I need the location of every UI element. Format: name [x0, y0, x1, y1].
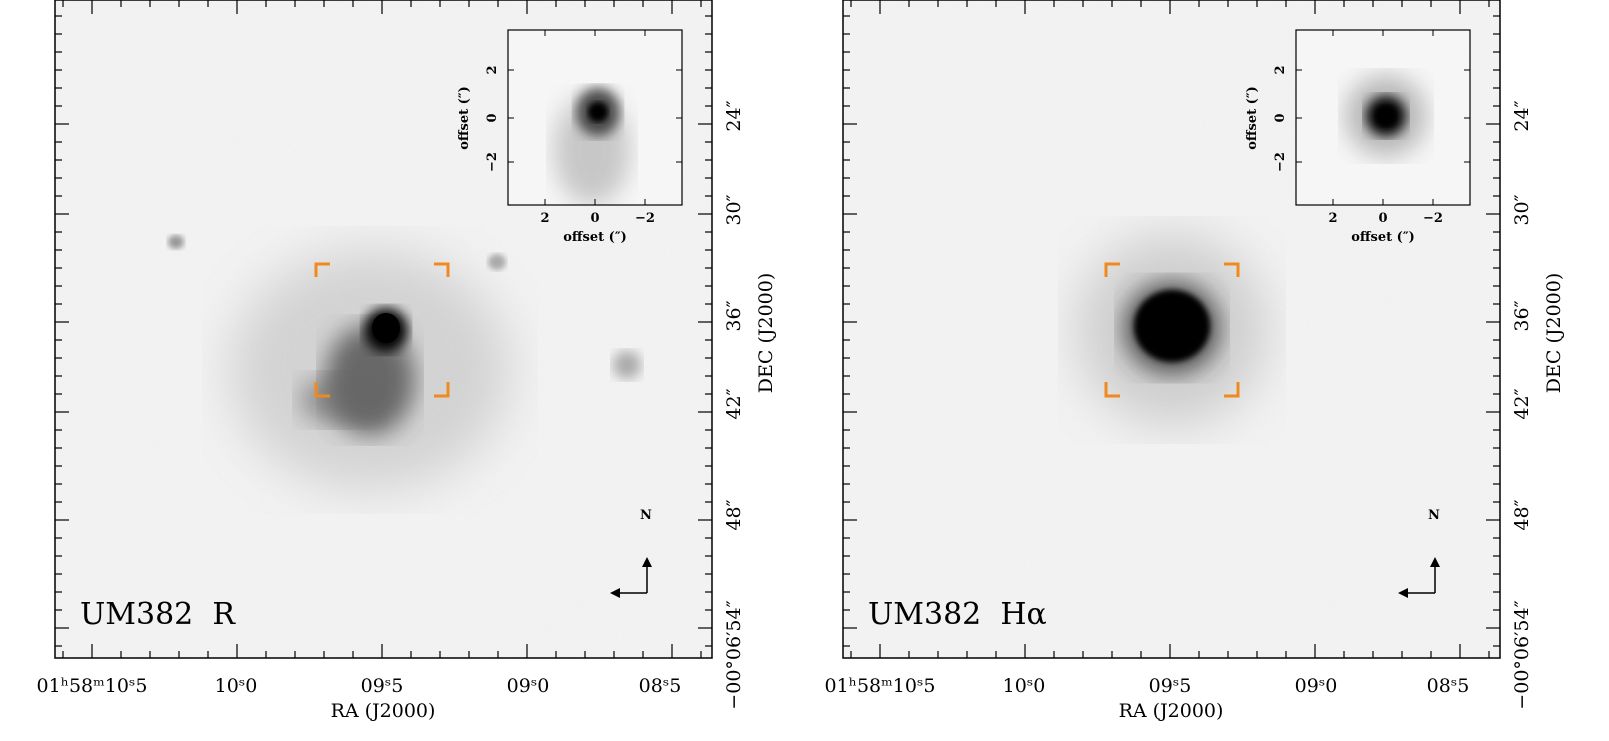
halpha-y-tick-label: 30″ [1511, 194, 1533, 225]
halpha-y-tick-label: 42″ [1511, 388, 1533, 419]
halpha-compass [1398, 557, 1440, 598]
halpha-inset: 2 0 −2 offset (″) 2 0 −2 offset (″) [1245, 29, 1471, 245]
r-compass-north-label: N [640, 508, 652, 523]
r-y-tick-label: 24″ [723, 100, 745, 131]
halpha-x-tick-label: 10ˢ0 [1003, 675, 1046, 697]
r-frame [54, 0, 713, 659]
r-inset-y-tick: 0 [485, 113, 500, 122]
r-x-tick-label: 09ˢ0 [507, 675, 550, 697]
halpha-inset-x-tick: 2 [1328, 211, 1337, 226]
r-y-tick-label: 30″ [723, 194, 745, 225]
halpha-y-tick-label: 36″ [1511, 300, 1533, 331]
r-panel-label: UM382 R [80, 597, 236, 632]
halpha-aperture-brackets [1104, 262, 1240, 398]
halpha-y-tick-label: −00°06′54″ [1511, 600, 1533, 709]
panel-halpha: 01ʰ58ᵐ10ˢ5 10ˢ0 09ˢ5 09ˢ0 08ˢ5 RA (J2000… [825, 0, 1565, 722]
halpha-inset-x-tick: −2 [1423, 211, 1443, 226]
halpha-inset-y-tick: −2 [1273, 152, 1288, 172]
halpha-x-axis-title: RA (J2000) [1119, 700, 1224, 722]
r-y-tick-label: 48″ [723, 499, 745, 530]
halpha-x-tick-label: 08ˢ5 [1427, 675, 1470, 697]
halpha-panel-label: UM382 Hα [868, 597, 1047, 632]
r-x-tick-label: 10ˢ0 [215, 675, 258, 697]
halpha-compass-north-label: N [1428, 508, 1440, 523]
r-inset-x-tick: 2 [540, 211, 549, 226]
r-inset-x-axis-title: offset (″) [563, 230, 627, 245]
r-y-tick-label: −00°06′54″ [723, 600, 745, 709]
halpha-inset-y-tick: 0 [1273, 113, 1288, 122]
r-aperture-brackets [314, 262, 450, 398]
r-x-tick-label: 09ˢ5 [361, 675, 404, 697]
halpha-x-tick-label: 09ˢ5 [1149, 675, 1192, 697]
halpha-y-axis-title: DEC (J2000) [1543, 273, 1565, 393]
halpha-x-tick-label: 09ˢ0 [1295, 675, 1338, 697]
halpha-inset-x-axis-title: offset (″) [1351, 230, 1415, 245]
r-inset-y-axis-title: offset (″) [457, 86, 472, 150]
panel-r: 01ʰ58ᵐ10ˢ5 10ˢ0 09ˢ5 09ˢ0 08ˢ5 RA (J2000… [37, 0, 777, 722]
halpha-image [843, 0, 1500, 658]
halpha-x-tick-label: 01ʰ58ᵐ10ˢ5 [825, 675, 936, 697]
r-inset-x-tick: −2 [635, 211, 655, 226]
halpha-frame [842, 0, 1501, 659]
r-y-ticks [55, 15, 712, 647]
halpha-inset-y-axis-title: offset (″) [1245, 86, 1260, 150]
r-inset: 2 0 −2 offset (″) 2 0 −2 offset (″) [457, 29, 683, 245]
halpha-inset-x-tick: 0 [1378, 211, 1387, 226]
r-inset-y-tick: 2 [485, 65, 500, 74]
r-x-axis-title: RA (J2000) [331, 700, 436, 722]
halpha-y-tick-label: 24″ [1511, 100, 1533, 131]
r-y-axis-title: DEC (J2000) [755, 273, 777, 393]
halpha-y-tick-label: 48″ [1511, 499, 1533, 530]
r-inset-x-tick: 0 [590, 211, 599, 226]
r-y-tick-label: 36″ [723, 300, 745, 331]
halpha-x-ticks [850, 0, 1490, 658]
halpha-inset-y-tick: 2 [1273, 65, 1288, 74]
r-x-ticks [62, 0, 702, 658]
halpha-y-ticks [843, 15, 1500, 647]
r-x-tick-label: 08ˢ5 [639, 675, 682, 697]
r-y-tick-label: 42″ [723, 388, 745, 419]
r-compass [610, 557, 652, 598]
r-inset-y-tick: −2 [485, 152, 500, 172]
r-x-tick-label: 01ʰ58ᵐ10ˢ5 [37, 675, 148, 697]
